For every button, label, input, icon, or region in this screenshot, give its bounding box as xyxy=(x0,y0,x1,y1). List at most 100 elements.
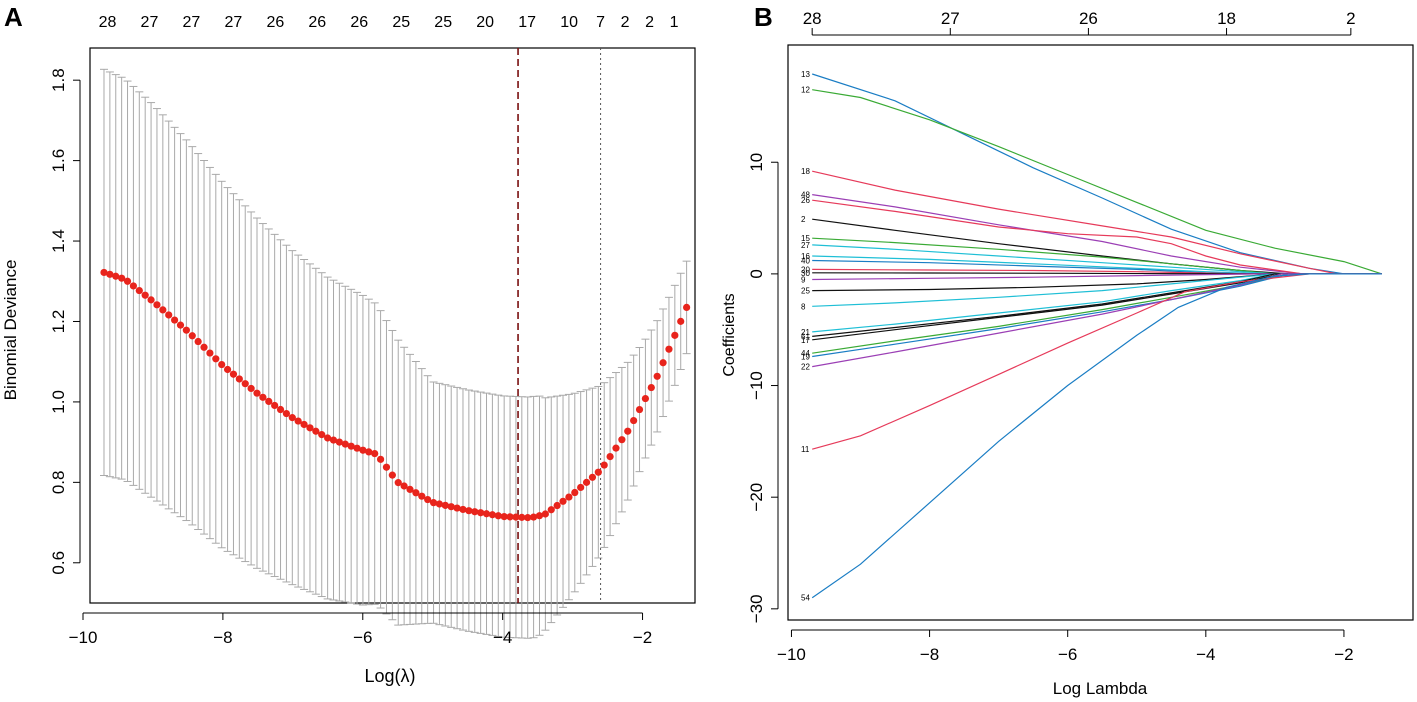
mean-deviance-point xyxy=(265,397,273,405)
path-label-11: 11 xyxy=(801,445,810,454)
path-label-13: 13 xyxy=(801,70,810,79)
mean-deviance-point xyxy=(665,345,673,353)
mean-deviance-point xyxy=(176,321,185,329)
top-nonzero-count-label: 26 xyxy=(266,14,284,31)
mean-deviance-point xyxy=(288,414,296,422)
mean-deviance-point xyxy=(447,503,455,511)
panel-a-y-axis: 0.6 0.8 1.0 1.2 1.4 1.6 1.8 xyxy=(49,68,81,575)
y-tick-label: 0.8 xyxy=(49,471,68,495)
x-tick-label: −4 xyxy=(493,628,512,647)
mean-deviance-point xyxy=(630,416,638,425)
mean-deviance-point xyxy=(494,512,502,520)
top-nonzero-count-label: 10 xyxy=(560,14,578,31)
coefficient-path-26 xyxy=(812,199,1382,275)
mean-deviance-point xyxy=(618,436,626,444)
x-tick-label: −8 xyxy=(213,628,232,647)
y-tick-label: 1.8 xyxy=(49,68,68,92)
mean-deviance-point xyxy=(559,497,567,505)
mean-deviance-point xyxy=(235,375,243,383)
x-tick-label: −2 xyxy=(633,628,652,647)
top-nonzero-count-label: 26 xyxy=(1079,9,1098,28)
mean-deviance-point xyxy=(482,510,491,518)
mean-deviance-point xyxy=(312,427,320,435)
mean-deviance-point xyxy=(659,359,667,367)
coefficient-path-12 xyxy=(812,89,1383,275)
mean-deviance-point xyxy=(477,509,485,517)
top-nonzero-count-label: 27 xyxy=(941,9,960,28)
mean-deviance-point xyxy=(488,511,497,519)
path-label-20: 20 xyxy=(801,265,810,274)
mean-deviance-point xyxy=(135,286,143,295)
path-label-25: 25 xyxy=(801,287,810,296)
mean-deviance-point xyxy=(129,282,138,290)
y-tick-label: −10 xyxy=(747,371,766,400)
panel-a-label: A xyxy=(4,2,23,32)
mean-deviance-point xyxy=(553,501,561,510)
mean-deviance-point xyxy=(529,513,538,521)
y-tick-label: 1.4 xyxy=(49,229,68,253)
mean-deviance-point xyxy=(365,448,373,456)
mean-deviance-point xyxy=(259,393,267,401)
mean-deviance-point xyxy=(547,506,555,514)
coefficient-path-18 xyxy=(812,170,1382,275)
mean-deviance-point xyxy=(424,495,432,504)
mean-deviance-point xyxy=(624,427,632,435)
mean-deviance-point xyxy=(388,471,396,479)
path-label-54: 54 xyxy=(801,594,810,603)
x-tick-label: −10 xyxy=(69,628,98,647)
mean-deviance-point xyxy=(412,489,420,497)
mean-deviance-point xyxy=(541,510,549,518)
panel-a-x-title: Log(λ) xyxy=(364,666,415,686)
mean-deviance-point xyxy=(606,452,614,461)
mean-deviance-point xyxy=(435,500,444,508)
mean-deviance-point xyxy=(635,405,644,414)
mean-deviance-point xyxy=(359,446,367,454)
mean-deviance-point xyxy=(141,291,149,299)
mean-deviance-point xyxy=(582,478,591,486)
path-label-12: 12 xyxy=(801,86,810,95)
mean-deviance-point xyxy=(577,483,585,492)
y-tick-label: 1.2 xyxy=(49,310,68,334)
top-nonzero-count-label: 2 xyxy=(621,14,630,31)
mean-deviance-point xyxy=(441,501,449,509)
path-label-48: 48 xyxy=(801,191,810,200)
mean-deviance-point xyxy=(653,372,661,380)
path-label-2: 2 xyxy=(801,215,806,224)
mean-deviance-point xyxy=(459,505,467,514)
panel-b-coefficient-paths xyxy=(811,73,1383,599)
mean-deviance-point xyxy=(118,274,126,282)
mean-deviance-point xyxy=(612,444,620,452)
y-tick-label: 0.6 xyxy=(49,551,68,575)
mean-deviance-point xyxy=(153,301,161,309)
panel-b-label: B xyxy=(754,2,773,32)
x-tick-label: −4 xyxy=(1196,645,1215,664)
panel-b-x-title: Log Lambda xyxy=(1053,679,1148,698)
path-label-19: 19 xyxy=(801,353,810,362)
path-label-18: 18 xyxy=(801,167,810,176)
mean-deviance-point xyxy=(471,508,479,516)
mean-deviance-point xyxy=(341,440,349,448)
mean-deviance-point xyxy=(465,507,473,515)
mean-deviance-point xyxy=(159,306,167,314)
top-nonzero-count-label: 1 xyxy=(670,14,679,31)
panel-b-x-axis: −10 −8 −6 −4 −2 xyxy=(777,629,1354,664)
panel-a-top-axis: 28 27 27 27 26 26 26 25 25 20 17 10 7 2 2 1 xyxy=(99,14,679,31)
mean-deviance-point xyxy=(518,513,526,521)
mean-deviance-point xyxy=(524,514,532,522)
mean-deviance-point xyxy=(282,409,291,418)
mean-deviance-point xyxy=(429,499,438,507)
panel-a-x-axis: −10 −8 −6 −4 −2 xyxy=(69,612,652,647)
mean-deviance-point xyxy=(382,463,391,471)
mean-deviance-point xyxy=(677,317,685,325)
path-label-22: 22 xyxy=(801,363,810,372)
y-tick-label: 1.0 xyxy=(49,390,68,414)
top-nonzero-count-label: 7 xyxy=(596,14,605,31)
mean-deviance-point xyxy=(394,479,402,487)
mean-deviance-point xyxy=(229,370,238,378)
mean-deviance-point xyxy=(223,365,232,374)
top-nonzero-count-label: 25 xyxy=(434,14,452,31)
mean-deviance-point xyxy=(188,332,196,340)
mean-deviance-point xyxy=(641,394,650,403)
panel-b-plot-box xyxy=(787,44,1414,621)
